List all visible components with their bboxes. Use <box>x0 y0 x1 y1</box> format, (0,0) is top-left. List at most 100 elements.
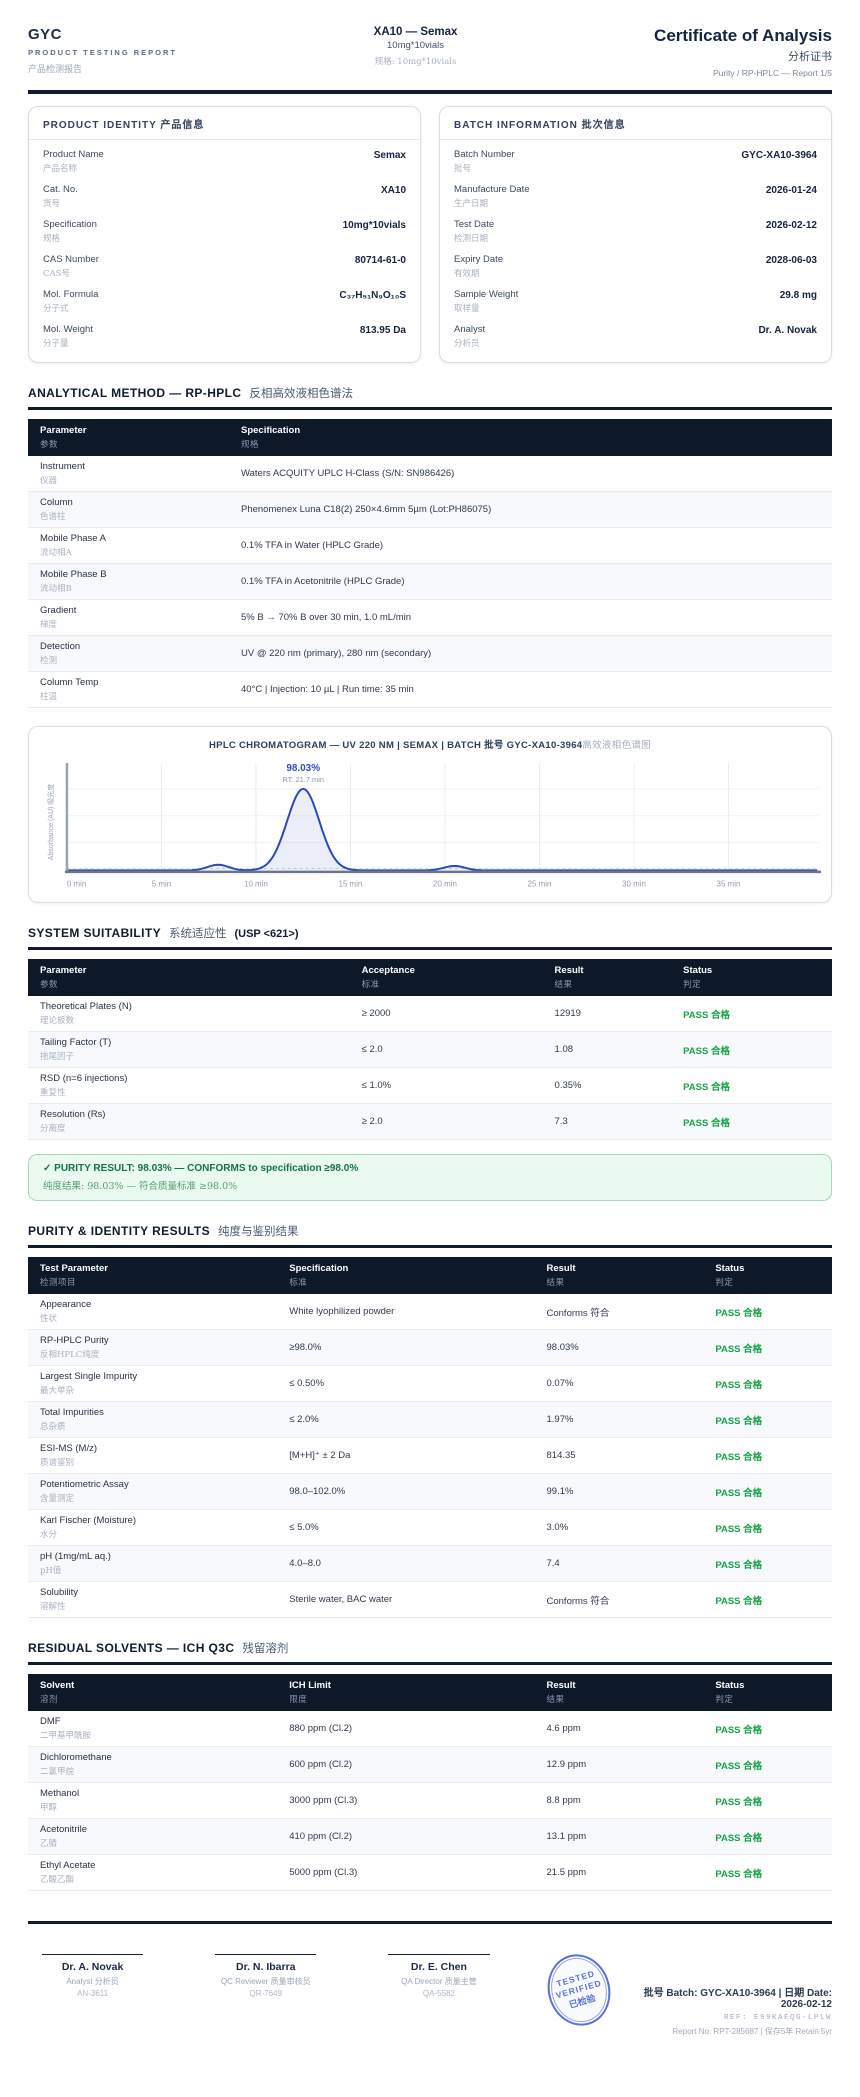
table-row: Mobile Phase B 流动相B 0.1% TFA in Acetonitri… <box>28 563 832 600</box>
table-row: Instrument 仪器 Waters ACQUITY UPLC H-Class … <box>28 456 832 492</box>
table-row: Tailing Factor (T) 拖尾因子 ≤ 2.0 1.08 PASS 合格 <box>28 1031 832 1069</box>
status-badge: PASS 合格 <box>671 1031 832 1069</box>
table-row: Mobile Phase A 流动相A 0.1% TFA in Water (HPL… <box>28 527 832 564</box>
chromatogram-peak-fill <box>66 788 820 871</box>
field-row: Expiry Date 有效期 2028-06-03 <box>454 254 817 279</box>
analytical-method-table: Parameter 参数 Specification 规格 Instrument 仪器… <box>28 419 832 708</box>
field-value: 2028-06-03 <box>765 255 817 266</box>
chromatogram-plot: 98.03% RT: 21.7 min 0 min 5 min 10 min 1… <box>64 763 821 888</box>
field-value: Semax <box>373 150 406 161</box>
system-suitability-table: Parameter 参数 Acceptance 标准 Result 结果 Status… <box>28 959 832 1141</box>
section-title-cn: 系统适应性 <box>168 926 227 941</box>
field-value: XA10 <box>380 185 406 196</box>
field-value: GYC-XA10-3964 <box>741 150 817 161</box>
peak-purity-label: 98.03% <box>286 763 320 774</box>
section-title-cn: 残留溶剂 <box>242 1641 289 1656</box>
status-badge: PASS 合格 <box>703 1782 832 1820</box>
field-row: Batch Number 批号 GYC-XA10-3964 <box>454 149 817 174</box>
brand-subtitle: PRODUCT TESTING REPORT <box>28 48 178 57</box>
page-title: Certificate of Analysis <box>654 26 832 45</box>
field-value: 10mg*10vials <box>342 220 406 231</box>
system-suitability-section: SYSTEM SUITABILITY 系统适应性 (USP <621>) Par… <box>28 925 832 1141</box>
section-title: ANALYTICAL METHOD — RP-HPLC <box>28 386 242 400</box>
product-spec: 10mg*10vials <box>387 40 445 51</box>
x-tick: 15 min <box>339 879 363 888</box>
status-badge: PASS 合格 <box>703 1581 832 1619</box>
field-value: 2026-02-12 <box>765 220 817 231</box>
footer: Dr. A. Novak Analyst 分析员 AN-3611 Dr. N. … <box>28 1947 832 2037</box>
table-row: Solubility 溶解性 Sterile water, BAC water Con… <box>28 1581 832 1619</box>
field-row: Mol. Weight 分子量 813.95 Da <box>43 324 406 349</box>
x-tick: 25 min <box>528 879 552 888</box>
purity-result-line-cn: 纯度结果: 98.03% — 符合质量标准 ≥98.0% <box>43 1181 238 1193</box>
table-row: Karl Fischer (Moisture) 水分 ≤ 5.0% 3.0% PASS … <box>28 1509 832 1547</box>
x-tick: 10 min <box>244 879 268 888</box>
analytical-method-section: ANALYTICAL METHOD — RP-HPLC 反相高效液相色谱法 Pa… <box>28 385 832 708</box>
status-badge: PASS 合格 <box>703 1365 832 1403</box>
field-row: Product Name 产品名称 Semax <box>43 149 406 174</box>
section-rule <box>28 947 832 951</box>
field-value: 80714-61-0 <box>354 255 406 266</box>
status-badge: PASS 合格 <box>703 1329 832 1367</box>
status-badge: PASS 合格 <box>703 1545 832 1583</box>
product-code-name: XA10 — Semax <box>373 26 458 38</box>
status-badge: PASS 合格 <box>703 1854 832 1892</box>
chromatogram-title: HPLC CHROMATOGRAM — UV 220 NM | SEMAX | … <box>209 740 651 751</box>
purity-results-table: Test Parameter 检测项目 Specification 标准 Resul… <box>28 1257 832 1619</box>
report-index: Purity / RP-HPLC — Report 1/5 <box>712 68 832 78</box>
field-row: Mol. Formula 分子式 C₃₇H₅₁N₉O₁₀S <box>43 289 406 314</box>
x-tick: 20 min <box>433 879 457 888</box>
signer-role: Analyst 分析员 <box>66 1977 119 1987</box>
signer-id: QR-7649 <box>249 1989 282 1999</box>
status-badge: PASS 合格 <box>703 1294 832 1331</box>
status-badge: PASS 合格 <box>671 1103 832 1141</box>
signature-line <box>42 1954 144 1956</box>
y-axis-label: Absorbance (AU) 吸光度 <box>48 783 55 861</box>
table-row: Detection 检测 UV @ 220 nm (primary), 280 nm… <box>28 635 832 672</box>
table-row: RSD (n=6 injections) 重复性 ≤ 1.0% 0.35% PASS 合… <box>28 1067 832 1105</box>
table-row: Acetonitrile 乙腈 410 ppm (Cl.2) 13.1 ppm PASS… <box>28 1818 832 1856</box>
section-rule <box>28 1245 832 1249</box>
table-row: Column 色谱柱 Phenomenex Luna C18(2) 250×4.6m… <box>28 491 832 528</box>
meta-batch-date: 批号 Batch: GYC-XA10-3964 | 日期 Date: 2026-… <box>643 1988 832 2011</box>
table-row: Largest Single Impurity 最大单杂 ≤ 0.50% 0.07% P… <box>28 1365 832 1403</box>
status-badge: PASS 合格 <box>703 1437 832 1475</box>
table-row: Ethyl Acetate 乙酸乙酯 5000 ppm (Cl.3) 21.5 ppm… <box>28 1854 832 1892</box>
chromatogram-card: HPLC CHROMATOGRAM — UV 220 NM | SEMAX | … <box>28 726 832 904</box>
section-title: SYSTEM SUITABILITY <box>28 926 161 941</box>
field-row: Test Date 检测日期 2026-02-12 <box>454 219 817 244</box>
status-badge: PASS 合格 <box>703 1509 832 1547</box>
signature-line <box>215 1954 317 1956</box>
field-value: 29.8 mg <box>779 290 817 301</box>
product-identity-card: PRODUCT IDENTITY 产品信息 Product Name 产品名称 Se… <box>28 106 421 363</box>
table-row: RP-HPLC Purity 反相HPLC纯度 ≥98.0% 98.03% PASS 合… <box>28 1329 832 1367</box>
table-row: Methanol 甲醇 3000 ppm (Cl.3) 8.8 ppm PASS 合格 <box>28 1782 832 1820</box>
title-block: Certificate of Analysis 分析证书 Purity / RP… <box>654 26 832 78</box>
product-spec-cn: 规格: 10mg*10vials <box>374 57 457 67</box>
purity-results-section: PURITY & IDENTITY RESULTS 纯度与鉴别结果 Test P… <box>28 1223 832 1619</box>
header-divider <box>28 90 832 94</box>
brand-subtitle-cn: 产品检测报告 <box>28 65 83 75</box>
residual-solvents-table: Solvent 溶剂 ICH Limit 限度 Result 结果 Status 判定 … <box>28 1674 832 1892</box>
status-badge: PASS 合格 <box>703 1401 832 1439</box>
section-rule <box>28 407 832 410</box>
signer-id: AN-3611 <box>77 1989 109 1999</box>
status-badge: PASS 合格 <box>703 1746 832 1784</box>
verified-stamp: TESTED VERIFIED 已检验 <box>538 1947 619 2034</box>
field-row: Analyst 分析员 Dr. A. Novak <box>454 324 817 349</box>
field-value: Dr. A. Novak <box>758 325 817 336</box>
section-title: PURITY & IDENTITY RESULTS <box>28 1224 211 1239</box>
residual-solvents-section: RESIDUAL SOLVENTS — ICH Q3C 残留溶剂 Solvent… <box>28 1640 832 1892</box>
table-row: Appearance 性状 White lyophilized powder Conf… <box>28 1294 832 1331</box>
field-row: Manufacture Date 生产日期 2026-01-24 <box>454 184 817 209</box>
section-title-cn: 纯度与鉴别结果 <box>218 1224 299 1239</box>
brand-block: GYC PRODUCT TESTING REPORT 产品检测报告 <box>28 26 177 75</box>
x-tick: 5 min <box>152 879 171 888</box>
field-value: C₃₇H₅₁N₉O₁₀S <box>339 290 406 301</box>
table-row: Gradient 梯度 5% B → 70% B over 30 min, 1.0 … <box>28 599 832 636</box>
footer-rule <box>28 1921 832 1925</box>
signer-name: Dr. E. Chen <box>410 1961 467 1974</box>
status-badge: PASS 合格 <box>671 1067 832 1105</box>
peak-rt-label: RT: 21.7 min <box>282 775 324 784</box>
purity-result-banner: ✓ PURITY RESULT: 98.03% — CONFORMS to sp… <box>28 1154 832 1202</box>
